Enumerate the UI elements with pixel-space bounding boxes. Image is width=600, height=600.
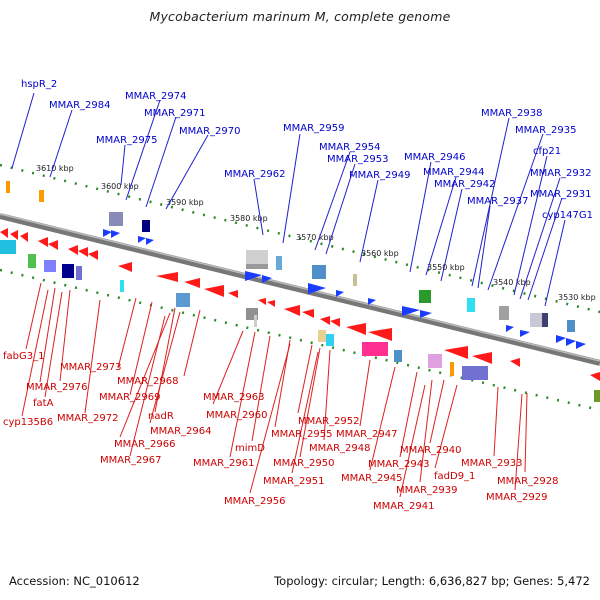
gene-label: MMAR_2929: [486, 492, 548, 503]
kbp-tick: 3610 kbp: [36, 164, 74, 173]
gene-label: MMAR_2959: [283, 123, 345, 134]
gene-label: cyp147G1: [542, 210, 593, 221]
gene-label: MMAR_2945: [341, 473, 403, 484]
gene-label: fabG3_1: [3, 351, 44, 362]
gene-label: MMAR_2941: [373, 501, 435, 512]
tick-line-outer: [0, 163, 600, 314]
gene-label: MMAR_2950: [273, 458, 335, 469]
genome-backbone: [0, 213, 600, 366]
gene-label: MMAR_2976: [26, 382, 88, 393]
gene-label: MMAR_2932: [530, 168, 592, 179]
gene-label: MMAR_2942: [434, 179, 496, 190]
kbp-tick: 3530 kbp: [558, 293, 596, 302]
gene-label: MMAR_2954: [319, 142, 381, 153]
gene-label: MMAR_2939: [396, 485, 458, 496]
forward-features: [6, 181, 586, 349]
genome-summary-text: Topology: circular; Length: 6,636,827 bp…: [274, 574, 590, 588]
kbp-tick: 3580 kbp: [230, 214, 268, 223]
gene-label: MMAR_2971: [144, 108, 206, 119]
gene-label: cfp21: [533, 146, 561, 157]
gene-label: MMAR_2933: [461, 458, 523, 469]
gene-label: MMAR_2928: [497, 476, 559, 487]
reverse-labels: fabG3_1 MMAR_2973 MMAR_2976 fatA MMAR_29…: [3, 351, 559, 512]
gene-label: MMAR_2969: [99, 392, 161, 403]
gene-label: cyp135B6: [3, 417, 53, 428]
gene-label: MMAR_2984: [49, 100, 111, 111]
gene-label: MMAR_2951: [263, 476, 325, 487]
gene-label: hspR_2: [21, 79, 57, 90]
gene-label: MMAR_2937: [467, 196, 529, 207]
kbp-tick: 3570 kbp: [296, 233, 334, 242]
kbp-tick: 3560 kbp: [361, 249, 399, 258]
gene-label: MMAR_2946: [404, 152, 466, 163]
gene-label: MMAR_2935: [515, 125, 577, 136]
gene-label: fatA: [33, 398, 54, 409]
gene-label: MMAR_2955: [271, 429, 333, 440]
gene-label: MMAR_2938: [481, 108, 543, 119]
reverse-leader-lines: [21, 282, 528, 498]
gene-label: MMAR_2961: [193, 458, 255, 469]
gene-label: MMAR_2968: [117, 376, 179, 387]
accession-text: Accession: NC_010612: [9, 574, 140, 588]
gene-label: MMAR_2948: [309, 443, 371, 454]
gene-label: MMAR_2962: [224, 169, 286, 180]
kbp-tick: 3590 kbp: [166, 198, 204, 207]
gene-label: MMAR_2966: [114, 439, 176, 450]
gene-label: MMAR_2956: [224, 496, 286, 507]
gene-label: MMAR_2972: [57, 413, 119, 424]
gene-label: MMAR_2967: [100, 455, 162, 466]
gene-label: MMAR_2964: [150, 426, 212, 437]
gene-label: fadD9_1: [434, 471, 475, 482]
gene-label: MMAR_2940: [400, 445, 462, 456]
gene-label: MMAR_2975: [96, 135, 158, 146]
gene-label: MMAR_2943: [368, 459, 430, 470]
gene-label: MMAR_2931: [530, 189, 592, 200]
kbp-tick: 3540 kbp: [493, 278, 531, 287]
gene-label: nadR: [148, 411, 174, 422]
gene-label: MMAR_2953: [327, 154, 389, 165]
gene-label: MMAR_2947: [336, 429, 398, 440]
gene-label: MMAR_2974: [125, 91, 187, 102]
reverse-features: [0, 228, 600, 402]
gene-label: MMAR_2949: [349, 170, 411, 181]
kbp-tick: 3550 kbp: [427, 263, 465, 272]
tick-line-inner: [0, 268, 600, 412]
gene-label: MMAR_2952: [298, 416, 360, 427]
kbp-tick: 3600 kbp: [101, 182, 139, 191]
forward-leader-lines: [11, 92, 566, 307]
gene-label: MMAR_2960: [206, 410, 268, 421]
gene-label: MMAR_2970: [179, 126, 241, 137]
gene-label: MMAR_2973: [60, 362, 122, 373]
kbp-ticks: 3610 kbp 3600 kbp 3590 kbp 3580 kbp 3570…: [36, 164, 596, 302]
gene-label: MMAR_2944: [423, 167, 485, 178]
map-title: Mycobacterium marinum M, complete genome: [149, 9, 451, 24]
gene-label: MMAR_2963: [203, 392, 265, 403]
gene-label: mimD: [235, 443, 265, 454]
forward-labels: hspR_2 MMAR_2984 MMAR_2974 MMAR_2975 MMA…: [21, 79, 593, 221]
